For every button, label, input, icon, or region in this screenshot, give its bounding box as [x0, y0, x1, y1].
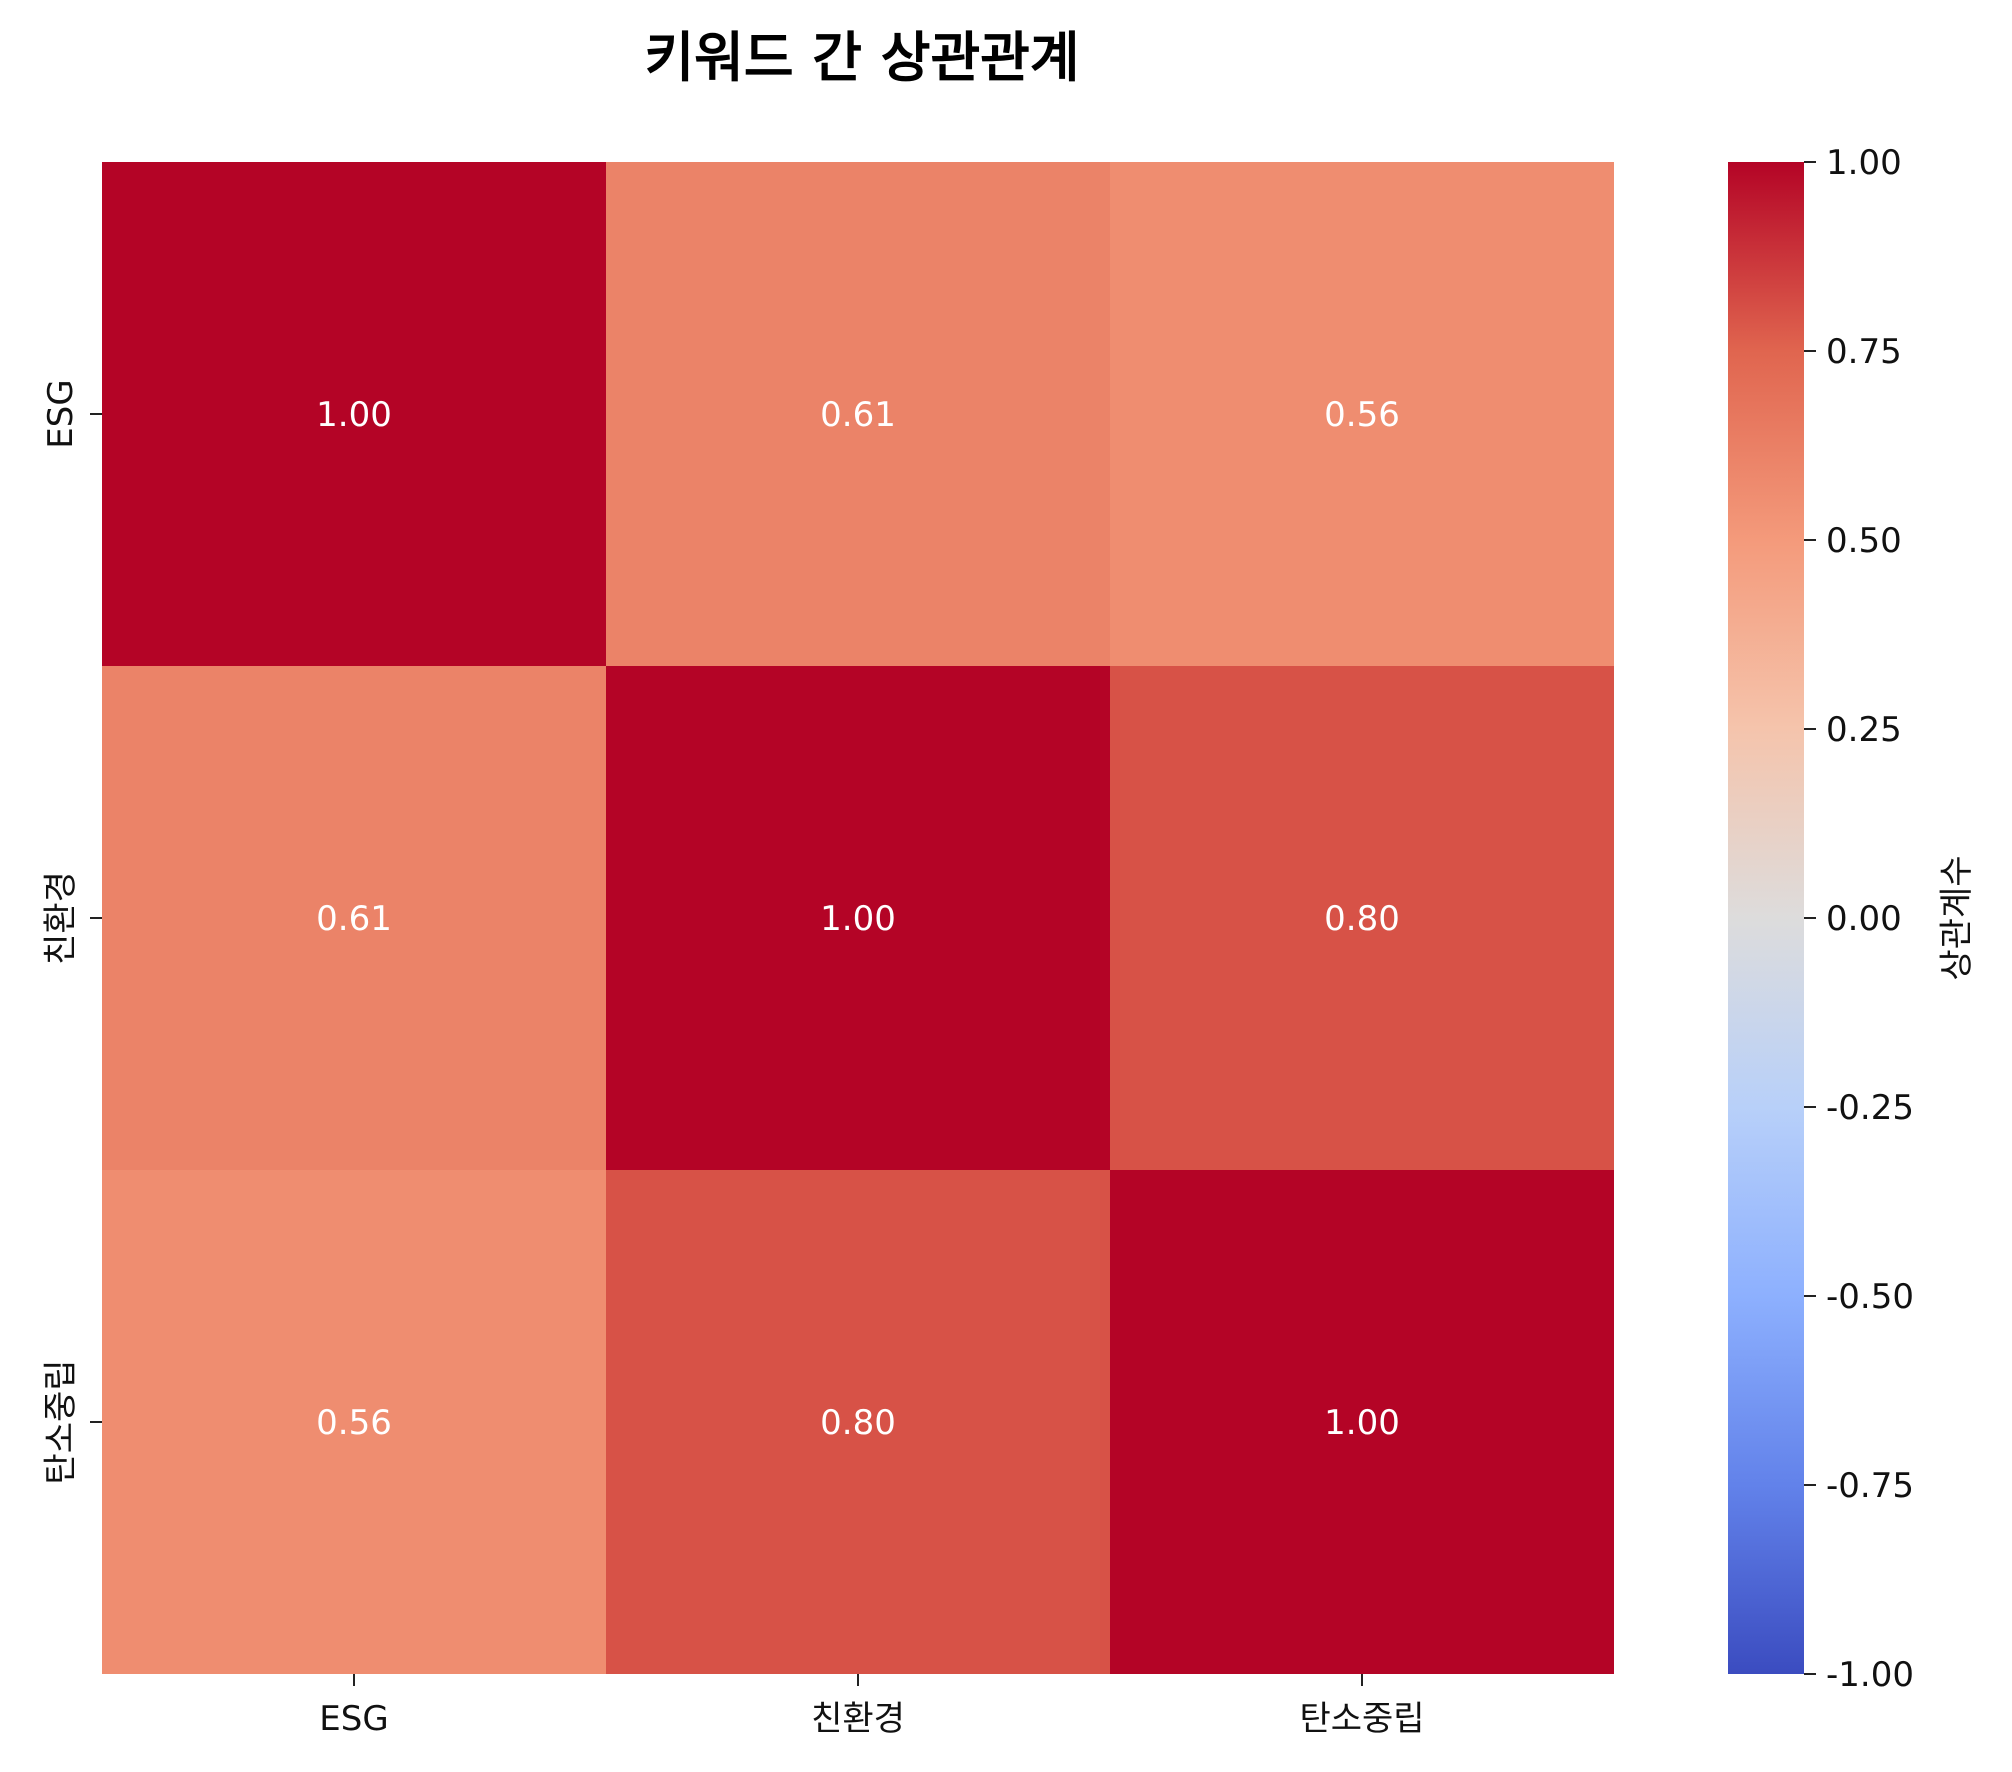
cell-value-label: 0.56	[1324, 395, 1400, 435]
cell-value-label: 0.80	[820, 1403, 896, 1443]
colorbar-tick-label: 1.00	[1826, 143, 1902, 183]
colorbar-ticks: 1.00 0.75 0.50 0.25 0.00 -0.25 -0.50 -0.75 -1.00	[1804, 143, 1914, 1695]
heatmap-cell	[1110, 162, 1614, 666]
cell-value-label: 0.61	[316, 899, 392, 939]
heatmap-cell	[606, 162, 1110, 666]
chart-title: 키워드 간 상관관계	[644, 26, 1079, 89]
heatmap-cell	[606, 666, 1110, 1170]
x-tick-label: ESG	[319, 1699, 388, 1739]
y-tick-label: 탄소중립	[41, 1359, 81, 1484]
x-tick-label: 친환경	[811, 1699, 905, 1739]
cell-value-label: 1.00	[820, 899, 896, 939]
heatmap-cell	[102, 1170, 606, 1674]
colorbar: 1.00 0.75 0.50 0.25 0.00 -0.25 -0.50 -0.75 -1.00…	[1728, 143, 1977, 1695]
colorbar-tick-label: 0.25	[1826, 710, 1902, 750]
colorbar-gradient	[1728, 162, 1804, 1674]
y-tick-label: ESG	[41, 379, 81, 448]
colorbar-tick-label: 0.50	[1826, 521, 1902, 561]
y-tick-label: 친환경	[41, 871, 81, 965]
heatmap-cell	[1110, 1170, 1614, 1674]
colorbar-tick-label: -0.25	[1826, 1088, 1914, 1128]
cell-value-label: 0.56	[316, 1403, 392, 1443]
colorbar-tick-label: 0.00	[1826, 899, 1902, 939]
heatmap-cell	[102, 666, 606, 1170]
cell-value-label: 1.00	[1324, 1403, 1400, 1443]
x-axis: ESG 친환경 탄소중립	[319, 1674, 1425, 1739]
cell-value-label: 0.61	[820, 395, 896, 435]
cell-value-label: 0.80	[1324, 899, 1400, 939]
colorbar-tick-label: 0.75	[1826, 332, 1902, 372]
heatmap-cells: 1.00 0.61 0.56 0.61 1.00 0.80 0.56 0.80 1.00	[102, 162, 1614, 1674]
colorbar-tick-label: -1.00	[1826, 1655, 1914, 1695]
heatmap-cell	[102, 162, 606, 666]
heatmap-cell	[1110, 666, 1614, 1170]
colorbar-tick-label: -0.50	[1826, 1277, 1914, 1317]
colorbar-tick-label: -0.75	[1826, 1466, 1914, 1506]
cell-value-label: 1.00	[316, 395, 392, 435]
colorbar-label: 상관계수	[1937, 855, 1977, 980]
heatmap-cell	[606, 1170, 1110, 1674]
x-tick-label: 탄소중립	[1299, 1699, 1424, 1739]
